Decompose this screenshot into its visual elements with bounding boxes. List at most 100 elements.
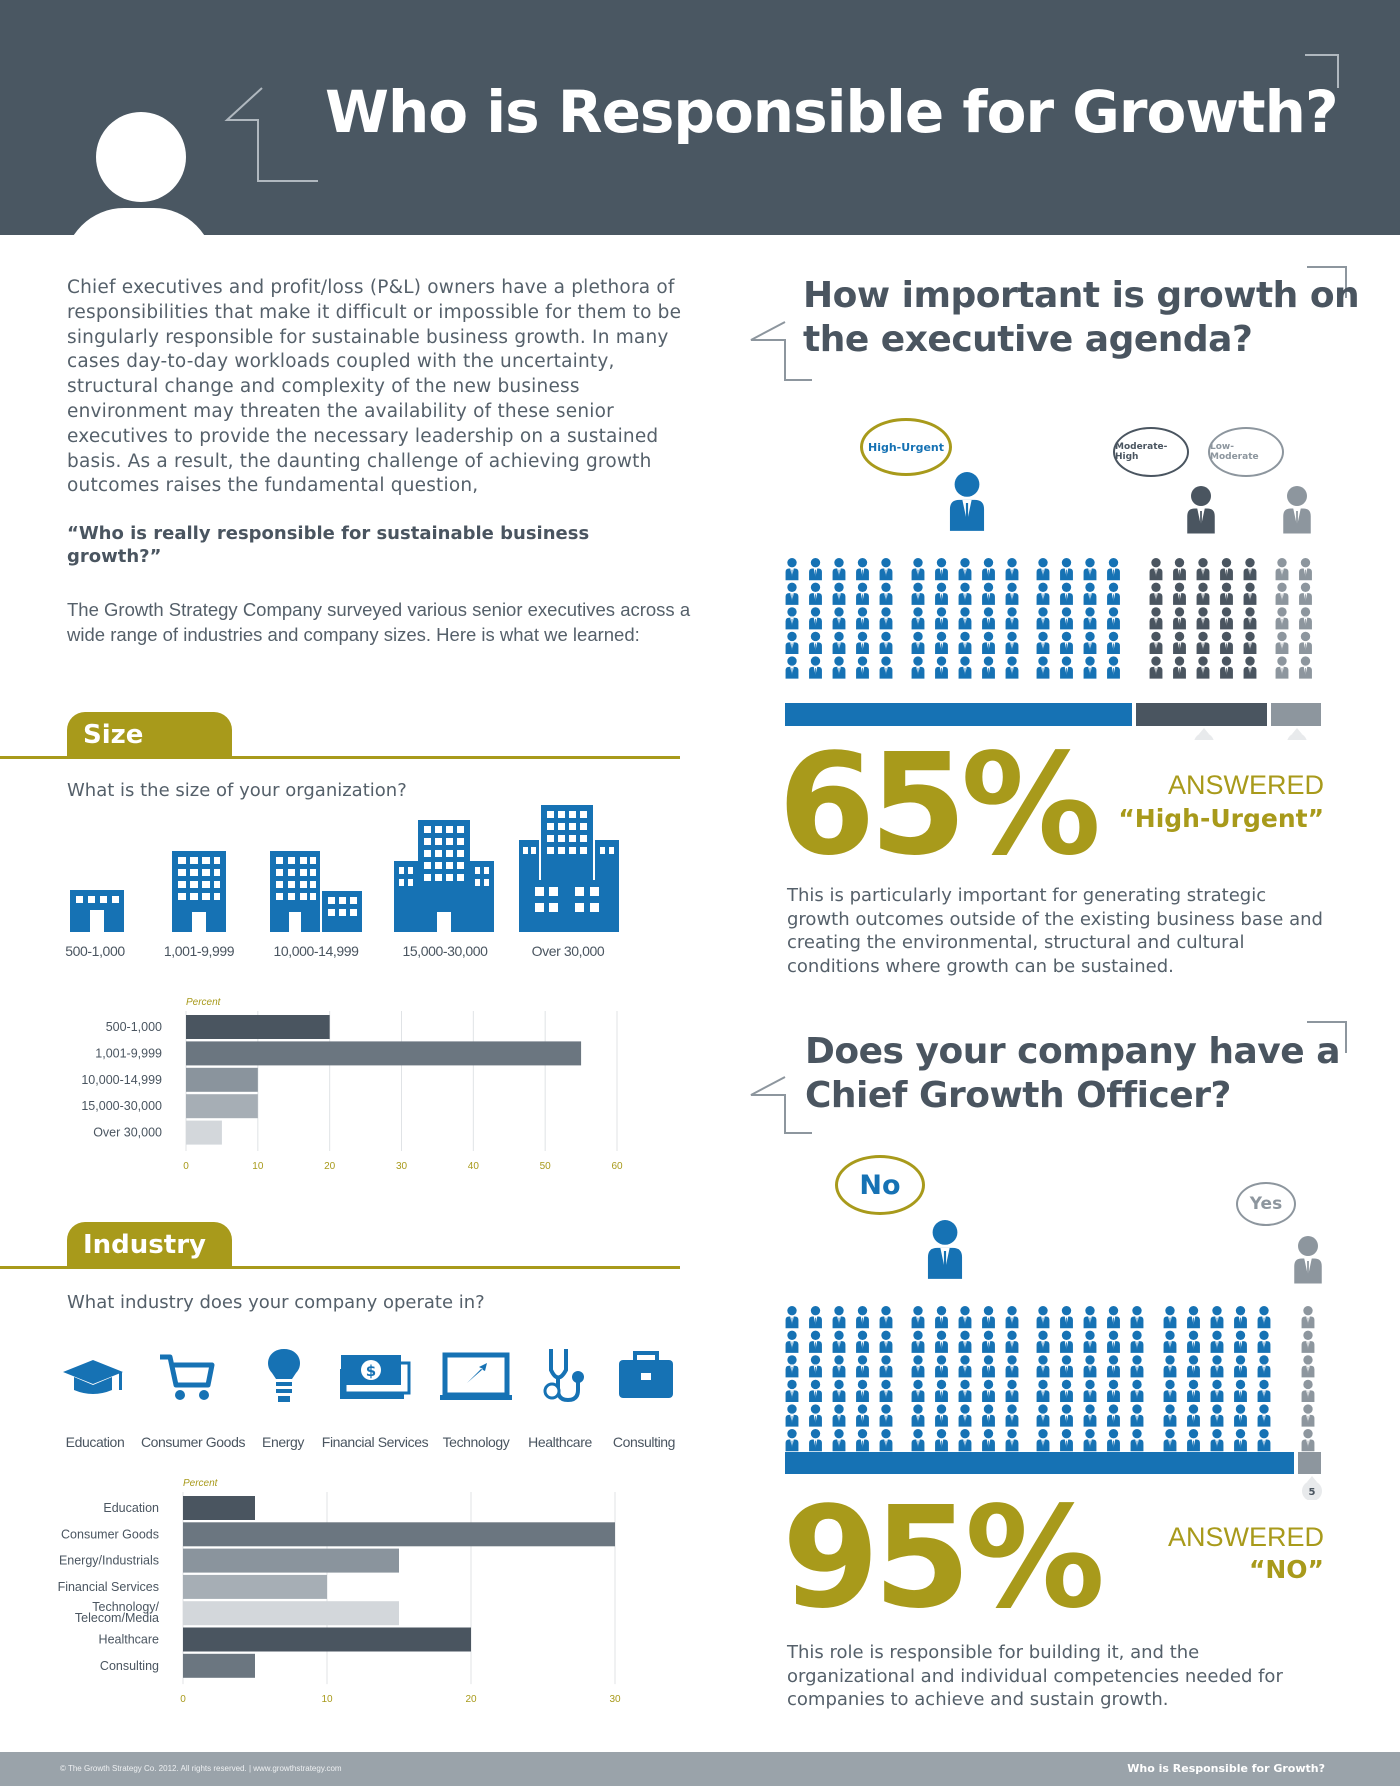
- person-icon: [879, 1355, 893, 1378]
- no-bubble: No: [835, 1155, 925, 1215]
- person-icon: [1083, 582, 1097, 605]
- person-icon: [1083, 1355, 1097, 1378]
- person-icon: [1299, 631, 1312, 655]
- person-icon: [958, 656, 972, 679]
- low-moderate-bubble-label: Low-Moderate: [1210, 442, 1259, 462]
- laptop-icon: [440, 1352, 512, 1400]
- person-icon: [879, 631, 893, 655]
- person-icon: [1130, 1404, 1144, 1427]
- person-icon: [832, 1429, 846, 1452]
- person-icon: [1196, 607, 1210, 630]
- moderate-high-bubble-label: Moderate-High: [1115, 442, 1168, 462]
- person-icon: [1005, 582, 1019, 605]
- person-icon: [935, 631, 948, 655]
- header-banner: Who is Responsible for Growth?: [0, 0, 1400, 268]
- person-icon: [1257, 1404, 1271, 1427]
- person-icon: [927, 1220, 963, 1279]
- chart-tick-label: 50: [540, 1161, 552, 1170]
- person-icon: [982, 1429, 995, 1452]
- cgo-people-graphic: 5: [785, 1220, 1322, 1500]
- large-buildings-icon: [394, 820, 494, 932]
- person-icon: [809, 1330, 822, 1353]
- graduation-cap-icon: [63, 1360, 123, 1394]
- person-icon: [1036, 558, 1050, 581]
- person-icon: [879, 558, 893, 581]
- industry-bar-chart: Percent 0 10 20 30 Education Consumer Goods Ene…: [58, 1478, 621, 1705]
- person-icon: [958, 1379, 972, 1403]
- person-icon: [856, 558, 869, 581]
- person-icon: [1107, 607, 1120, 630]
- person-icon: [958, 582, 972, 605]
- person-icon: [935, 1404, 948, 1427]
- person-icon: [935, 656, 948, 679]
- chart-tick-label: 0: [180, 1694, 186, 1705]
- person-icon: [911, 1306, 925, 1329]
- person-icon: [1257, 1379, 1271, 1403]
- svg-text:$: $: [366, 1362, 376, 1380]
- person-icon: [809, 656, 822, 679]
- person-icon: [1036, 1379, 1050, 1403]
- person-icon: [935, 1429, 948, 1452]
- agenda-answered-label: ANSWERED: [1167, 770, 1324, 800]
- person-icon: [1220, 607, 1233, 630]
- chart-category-label: Consumer Goods: [61, 1527, 159, 1541]
- person-icon: [1210, 1330, 1224, 1353]
- person-icon: [1107, 656, 1120, 679]
- person-icon: [1275, 582, 1289, 605]
- person-icon: [1060, 1330, 1073, 1353]
- person-icon: [1301, 1330, 1315, 1353]
- high-urgent-bubble: High-Urgent: [860, 418, 952, 476]
- person-icon: [1210, 1429, 1224, 1452]
- two-buildings-icon: [270, 851, 362, 932]
- bar-count-badge: [1194, 733, 1214, 740]
- person-icon: [1036, 607, 1050, 630]
- bar-count-badge: [1302, 1481, 1322, 1500]
- person-icon: [958, 607, 972, 630]
- survey-paragraph: The Growth Strategy Company surveyed var…: [67, 599, 691, 645]
- person-icon: [1301, 1306, 1315, 1329]
- person-icon: [958, 1330, 972, 1353]
- person-icon: [1005, 1429, 1019, 1452]
- person-icon: [1083, 1379, 1097, 1403]
- person-icon: [785, 1404, 799, 1427]
- person-icon: [1083, 1404, 1097, 1427]
- chart-tick-label: 40: [468, 1161, 480, 1170]
- person-icon: [1299, 607, 1312, 630]
- person-icon: [1060, 1404, 1073, 1427]
- footer: © The Growth Strategy Co. 2012. All righ…: [0, 1752, 1400, 1786]
- person-icon: [856, 1429, 869, 1452]
- agenda-question: How important is growth on the executive…: [803, 275, 1360, 360]
- person-icon: [1275, 631, 1289, 655]
- person-icon: [1220, 582, 1233, 605]
- person-icon: [1210, 1404, 1224, 1427]
- person-icon: [911, 1404, 925, 1427]
- person-icon: [1187, 486, 1215, 534]
- industry-label-consumer-goods: Consumer Goods: [140, 1434, 246, 1450]
- person-icon: [1083, 558, 1097, 581]
- person-icon: [935, 558, 948, 581]
- person-icon: [911, 1379, 925, 1403]
- person-icon: [958, 1404, 972, 1427]
- person-icon: [1299, 656, 1312, 679]
- bar-count-label: 25: [1197, 739, 1211, 740]
- person-icon: [1060, 1379, 1073, 1403]
- chart-tick-label: 20: [324, 1161, 336, 1170]
- agenda-people-graphic: 25 10: [785, 472, 1321, 740]
- person-icon: [1130, 1429, 1144, 1452]
- person-icon: [832, 607, 846, 630]
- person-icon: [1083, 656, 1097, 679]
- cgo-stacked-bar-segment: [1298, 1452, 1321, 1474]
- person-icon: [1036, 656, 1050, 679]
- person-icon: [1163, 1379, 1177, 1403]
- person-icon: [1005, 1330, 1019, 1353]
- person-icon: [1234, 1330, 1247, 1353]
- chart-bar: [186, 1120, 222, 1145]
- person-icon: [879, 1379, 893, 1403]
- bar-count-badge: [1287, 733, 1307, 740]
- person-icon: [1036, 631, 1050, 655]
- person-icon: [1060, 558, 1073, 581]
- person-icon: [1294, 1236, 1322, 1284]
- person-icon: [1243, 607, 1257, 630]
- person-icon: [1257, 1355, 1271, 1378]
- low-moderate-bubble: Low-Moderate: [1208, 427, 1284, 477]
